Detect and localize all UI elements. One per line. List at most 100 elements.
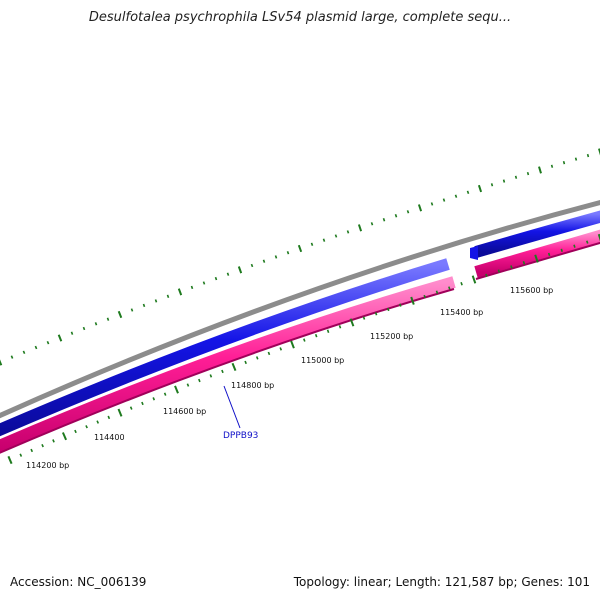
scale-tick-17 xyxy=(198,378,201,383)
scale-label-115400: 115400 bp xyxy=(440,308,483,317)
outer-tick-40 xyxy=(477,184,483,193)
scale-tick-9 xyxy=(107,415,111,420)
outer-tick-43 xyxy=(514,175,518,179)
outer-tick-12 xyxy=(142,303,146,308)
map-title: Desulfotalea psychrophila LSv54 plasmid … xyxy=(88,10,512,25)
outer-tick-29 xyxy=(346,230,350,234)
outer-tick-45 xyxy=(538,166,542,174)
outer-tick-16 xyxy=(190,285,194,290)
scale-tick-47 xyxy=(560,248,563,252)
outer-tick-5 xyxy=(57,334,63,342)
outer-tick-14 xyxy=(166,294,170,299)
outer-tick-30 xyxy=(357,224,363,232)
scale-label-114400: 114400 xyxy=(94,433,125,442)
scale-tick-10 xyxy=(117,408,123,417)
scale-tick-27 xyxy=(314,333,318,338)
outer-tick-0 xyxy=(0,359,3,366)
outer-tick-11 xyxy=(130,308,134,312)
scale-tick-28 xyxy=(326,329,330,333)
scale-tick-25 xyxy=(290,340,295,349)
scale-tick-45 xyxy=(534,254,539,263)
outer-tick-20 xyxy=(237,266,243,274)
scale-tick-29 xyxy=(338,325,342,329)
scale-tick-46 xyxy=(547,252,551,257)
scale-tick-39 xyxy=(460,282,463,286)
outer-tick-36 xyxy=(430,202,434,206)
outer-tick-27 xyxy=(322,238,326,242)
outer-tick-9 xyxy=(106,317,110,321)
outer-tick-41 xyxy=(490,183,494,187)
scale-tick-32 xyxy=(374,312,378,316)
outer-tick-4 xyxy=(46,340,50,345)
accession-text: Accession: NC_006139 xyxy=(10,575,147,589)
forward-strand-gene-left[interactable] xyxy=(0,258,450,437)
outer-tick-24 xyxy=(286,251,290,255)
scale-label-114200: 114200 bp xyxy=(26,461,69,470)
outer-tick-18 xyxy=(214,276,218,281)
reverse-strand-gene-left[interactable] xyxy=(0,276,456,453)
outer-tick-2 xyxy=(22,350,26,355)
scale-tick-49 xyxy=(586,240,589,244)
scale-label-115200: 115200 bp xyxy=(370,332,413,341)
outer-tick-48 xyxy=(574,157,578,161)
scale-tick-8 xyxy=(96,420,100,424)
outer-tick-31 xyxy=(370,222,374,226)
scale-tick-36 xyxy=(423,294,426,299)
outer-tick-49 xyxy=(586,153,590,158)
outer-tick-8 xyxy=(94,322,98,326)
scale-tick-30 xyxy=(349,318,355,327)
outer-tick-10 xyxy=(117,310,123,319)
outer-tick-32 xyxy=(382,218,386,222)
scale-tick-2 xyxy=(30,448,34,453)
outer-tick-13 xyxy=(154,299,158,303)
outer-tick-6 xyxy=(70,331,74,335)
scale-tick-4 xyxy=(52,439,55,443)
scale-tick-42 xyxy=(497,269,501,273)
outer-tick-44 xyxy=(526,171,530,176)
scale-tick-3 xyxy=(41,443,44,448)
gene-label-dppb93[interactable]: DPPB93 xyxy=(223,431,258,441)
scale-tick-ring xyxy=(7,233,600,465)
outer-tick-22 xyxy=(262,259,266,263)
scale-tick-7 xyxy=(85,425,88,429)
scale-tick-14 xyxy=(163,392,167,396)
scale-tick-20 xyxy=(231,362,237,371)
outer-tick-17 xyxy=(202,281,206,285)
outer-tick-50 xyxy=(598,148,600,156)
reverse-strand-gene-right[interactable] xyxy=(474,229,600,278)
scale-tick-43 xyxy=(510,265,513,269)
outer-tick-46 xyxy=(550,164,554,168)
scale-label-115000: 115000 bp xyxy=(301,356,344,365)
outer-tick-39 xyxy=(466,190,470,195)
scale-tick-19 xyxy=(221,369,224,374)
scale-tick-50 xyxy=(597,233,600,242)
scale-tick-23 xyxy=(267,351,271,356)
outer-tick-26 xyxy=(310,242,314,246)
scale-label-115600: 115600 bp xyxy=(510,286,553,295)
scale-tick-26 xyxy=(303,338,306,342)
scale-tick-35 xyxy=(410,296,415,305)
outer-tick-35 xyxy=(417,204,423,212)
outer-tick-1 xyxy=(10,355,14,359)
scale-label-114800: 114800 bp xyxy=(231,381,274,390)
outer-tick-19 xyxy=(226,272,230,276)
outer-tick-37 xyxy=(442,198,446,202)
outer-tick-7 xyxy=(82,326,86,331)
topology-summary-text: Topology: linear; Length: 121,587 bp; Ge… xyxy=(293,575,590,589)
scale-tick-41 xyxy=(485,273,488,277)
scale-tick-13 xyxy=(152,397,156,401)
outer-tick-ring xyxy=(0,148,600,366)
outer-tick-38 xyxy=(454,194,458,198)
outer-tick-21 xyxy=(250,263,254,268)
scale-tick-1 xyxy=(19,453,23,457)
scale-tick-33 xyxy=(386,307,390,312)
scale-tick-48 xyxy=(573,244,576,248)
scale-tick-21 xyxy=(244,360,247,365)
scale-tick-40 xyxy=(471,275,477,284)
forward-strand-gene-right[interactable] xyxy=(474,210,600,258)
outer-tick-23 xyxy=(274,255,278,259)
outer-tick-15 xyxy=(177,288,183,296)
reverse-strand-edge-right xyxy=(475,241,600,280)
